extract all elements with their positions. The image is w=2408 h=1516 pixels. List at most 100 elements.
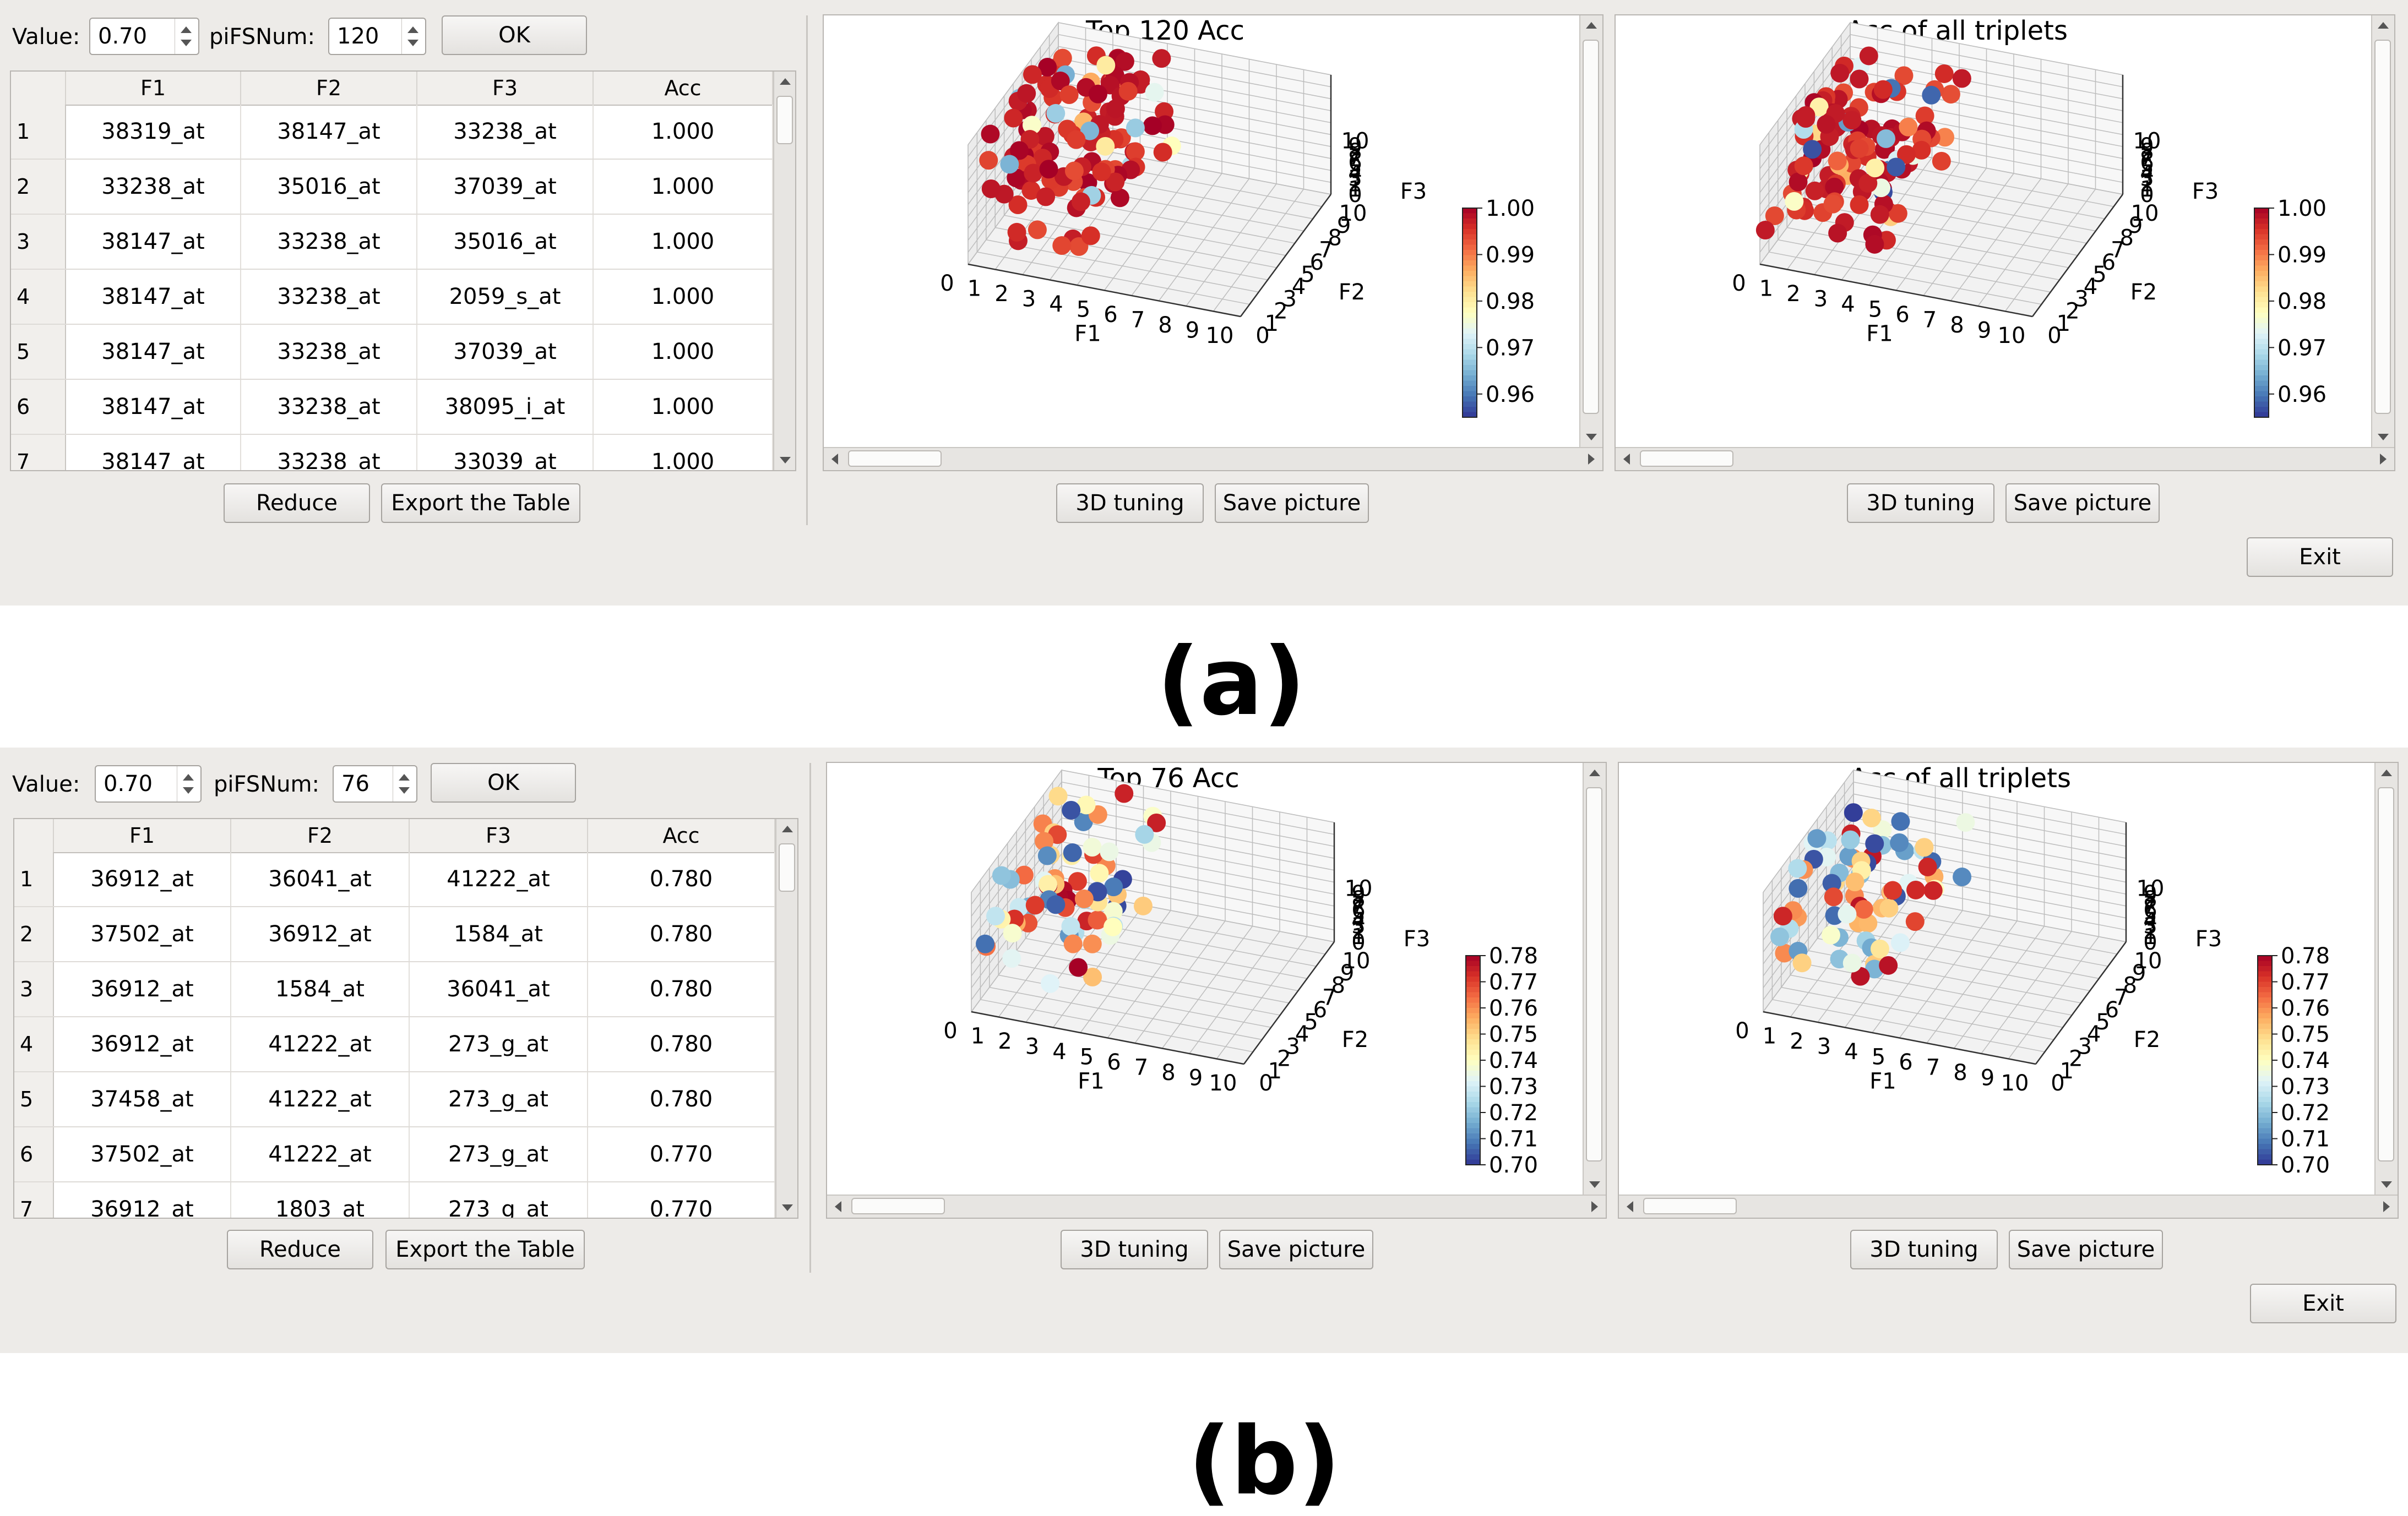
cell-f3[interactable]: 273_g_at xyxy=(410,1127,588,1181)
value-spinbox-text[interactable]: 0.70 xyxy=(104,771,153,797)
scroll-thumb[interactable] xyxy=(2378,787,2394,1161)
scroll-up-icon[interactable] xyxy=(1589,770,1600,776)
cell-f1[interactable]: 38319_at xyxy=(66,105,241,159)
scroll-thumb[interactable] xyxy=(1583,40,1599,414)
cell-acc[interactable]: 0.780 xyxy=(588,1017,775,1071)
spin-down-icon[interactable] xyxy=(407,40,418,46)
col-header-f3[interactable]: F3 xyxy=(410,819,588,852)
cell-f2[interactable]: 33238_at xyxy=(241,435,417,470)
scroll-thumb[interactable] xyxy=(851,1198,945,1214)
col-header-f2[interactable]: F2 xyxy=(231,819,410,852)
row-number[interactable]: 5 xyxy=(11,325,66,379)
cell-f3[interactable]: 273_g_at xyxy=(410,1072,588,1126)
pifsnum-spinbox-text[interactable]: 120 xyxy=(337,24,379,49)
cell-f2[interactable]: 38147_at xyxy=(241,105,417,159)
plot-vertical-scrollbar[interactable] xyxy=(1579,15,1602,447)
spin-up-icon[interactable] xyxy=(183,774,194,781)
scroll-thumb[interactable] xyxy=(776,96,793,144)
table-row[interactable]: 6 38147_at 33238_at 38095_i_at 1.000 xyxy=(11,380,773,435)
pifsnum-spin-arrows[interactable] xyxy=(393,766,416,801)
cell-f2[interactable]: 33238_at xyxy=(241,325,417,379)
col-header-f1[interactable]: F1 xyxy=(54,819,231,852)
cell-acc[interactable]: 1.000 xyxy=(594,215,773,269)
ok-button[interactable]: OK xyxy=(431,763,576,803)
table-row[interactable]: 4 36912_at 41222_at 273_g_at 0.780 xyxy=(14,1017,775,1072)
col-header-f2[interactable]: F2 xyxy=(241,72,417,105)
3d-tuning-button[interactable]: 3D tuning xyxy=(1056,483,1204,523)
col-header-acc[interactable]: Acc xyxy=(594,72,773,105)
3d-tuning-button[interactable]: 3D tuning xyxy=(1847,483,1994,523)
cell-f3[interactable]: 35016_at xyxy=(417,215,594,269)
cell-f2[interactable]: 36041_at xyxy=(231,852,410,906)
cell-f1[interactable]: 38147_at xyxy=(66,270,241,324)
cell-f3[interactable]: 36041_at xyxy=(410,962,588,1016)
table-row[interactable]: 2 33238_at 35016_at 37039_at 1.000 xyxy=(11,160,773,215)
cell-acc[interactable]: 0.780 xyxy=(588,962,775,1016)
scroll-down-icon[interactable] xyxy=(780,457,791,463)
cell-acc[interactable]: 0.770 xyxy=(588,1127,775,1181)
pifsnum-spinbox[interactable]: 76 xyxy=(333,765,417,803)
scroll-left-icon[interactable] xyxy=(1627,1201,1633,1212)
scroll-down-icon[interactable] xyxy=(2381,1181,2392,1188)
table-vertical-scrollbar[interactable] xyxy=(773,72,795,470)
cell-f1[interactable]: 38147_at xyxy=(66,435,241,470)
table-row[interactable]: 7 38147_at 33238_at 33039_at 1.000 xyxy=(11,435,773,470)
table-row[interactable]: 3 36912_at 1584_at 36041_at 0.780 xyxy=(14,962,775,1017)
scroll-thumb[interactable] xyxy=(848,450,942,467)
pifsnum-spinbox[interactable]: 120 xyxy=(328,18,426,55)
cell-acc[interactable]: 0.780 xyxy=(588,907,775,961)
pifsnum-spin-arrows[interactable] xyxy=(401,19,425,54)
spin-down-icon[interactable] xyxy=(399,787,410,794)
cell-f2[interactable]: 33238_at xyxy=(241,380,417,434)
scroll-left-icon[interactable] xyxy=(835,1201,841,1212)
cell-f3[interactable]: 33039_at xyxy=(417,435,594,470)
spin-up-icon[interactable] xyxy=(407,26,418,33)
cell-f1[interactable]: 33238_at xyxy=(66,160,241,214)
scroll-down-icon[interactable] xyxy=(782,1204,793,1211)
reduce-button[interactable]: Reduce xyxy=(227,1230,373,1269)
export-table-button[interactable]: Export the Table xyxy=(385,1230,585,1269)
row-number[interactable]: 3 xyxy=(14,962,54,1016)
scroll-right-icon[interactable] xyxy=(2383,1201,2390,1212)
cell-f1[interactable]: 36912_at xyxy=(54,1017,231,1071)
cell-f3[interactable]: 33238_at xyxy=(417,105,594,159)
scroll-down-icon[interactable] xyxy=(1586,434,1597,440)
exit-button[interactable]: Exit xyxy=(2250,1284,2396,1323)
cell-f1[interactable]: 37502_at xyxy=(54,1127,231,1181)
scroll-left-icon[interactable] xyxy=(1623,454,1630,465)
cell-f1[interactable]: 36912_at xyxy=(54,1182,231,1218)
table-row[interactable]: 4 38147_at 33238_at 2059_s_at 1.000 xyxy=(11,270,773,325)
col-header-f1[interactable]: F1 xyxy=(66,72,241,105)
value-spinbox-text[interactable]: 0.70 xyxy=(98,24,148,49)
scroll-up-icon[interactable] xyxy=(1586,22,1597,29)
scroll-up-icon[interactable] xyxy=(2381,770,2392,776)
table-row[interactable]: 1 38319_at 38147_at 33238_at 1.000 xyxy=(11,105,773,160)
value-spin-arrows[interactable] xyxy=(175,19,198,54)
export-table-button[interactable]: Export the Table xyxy=(381,483,580,523)
reduce-button[interactable]: Reduce xyxy=(224,483,370,523)
row-number[interactable]: 6 xyxy=(11,380,66,434)
cell-f1[interactable]: 36912_at xyxy=(54,962,231,1016)
cell-acc[interactable]: 1.000 xyxy=(594,160,773,214)
spin-up-icon[interactable] xyxy=(181,26,192,33)
row-number[interactable]: 4 xyxy=(11,270,66,324)
value-spinbox[interactable]: 0.70 xyxy=(95,765,202,803)
spin-down-icon[interactable] xyxy=(183,787,194,794)
plot-horizontal-scrollbar[interactable] xyxy=(1619,1195,2398,1218)
3d-tuning-button[interactable]: 3D tuning xyxy=(1850,1230,1998,1269)
scroll-up-icon[interactable] xyxy=(780,78,791,85)
cell-acc[interactable]: 0.780 xyxy=(588,1072,775,1126)
row-number[interactable]: 7 xyxy=(14,1182,54,1218)
cell-f3[interactable]: 273_g_at xyxy=(410,1182,588,1218)
cell-f1[interactable]: 37502_at xyxy=(54,907,231,961)
cell-f3[interactable]: 2059_s_at xyxy=(417,270,594,324)
row-number[interactable]: 3 xyxy=(11,215,66,269)
3d-tuning-button[interactable]: 3D tuning xyxy=(1061,1230,1208,1269)
scroll-up-icon[interactable] xyxy=(782,826,793,832)
table-vertical-scrollbar[interactable] xyxy=(775,819,797,1218)
value-spinbox[interactable]: 0.70 xyxy=(89,18,199,55)
value-spin-arrows[interactable] xyxy=(177,766,200,801)
cell-acc[interactable]: 1.000 xyxy=(594,270,773,324)
col-header-f3[interactable]: F3 xyxy=(417,72,594,105)
results-table[interactable]: F1 F2 F3 Acc 1 36912_at 36041_at 41222_at 0.… xyxy=(13,818,798,1219)
